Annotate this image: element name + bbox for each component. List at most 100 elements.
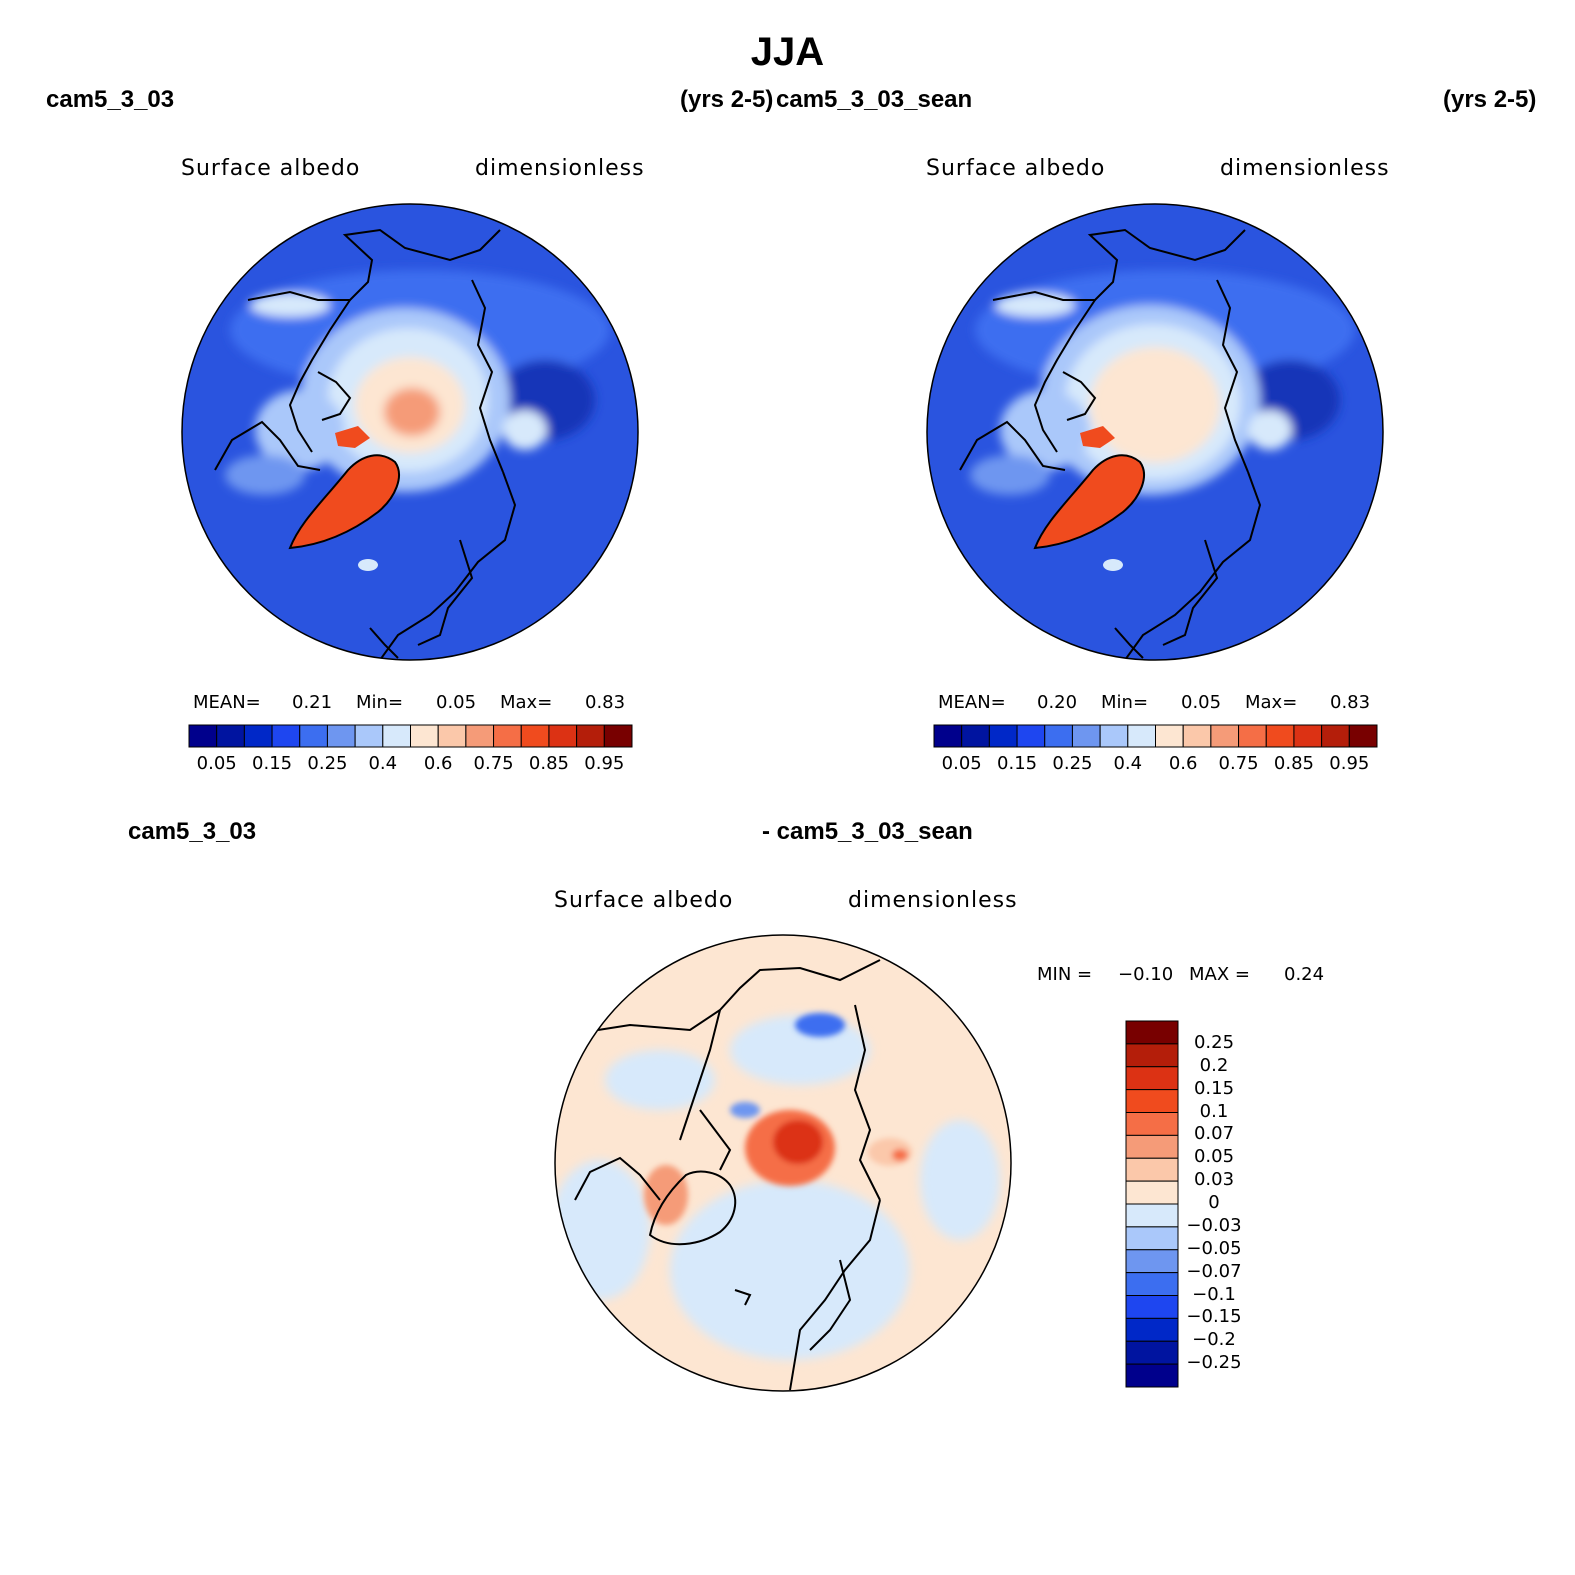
colorbar-swatch — [465, 724, 495, 748]
colorbar-swatch — [1210, 724, 1240, 748]
colorbar-swatch — [1125, 1020, 1179, 1045]
diff-case2-name: - cam5_3_03_sean — [762, 818, 973, 845]
panel3-units: dimensionless — [848, 888, 1018, 913]
colorbar-tick-label: 0.15 — [252, 753, 293, 774]
negative-region — [670, 1180, 910, 1360]
colorbar-tick-label: −0.1 — [1192, 1283, 1236, 1305]
panel1-variable: Surface albedo — [181, 156, 361, 181]
colorbar-tick-label: 0.75 — [1218, 753, 1259, 774]
colorbar-swatch — [1125, 1226, 1179, 1251]
colorbar-swatch — [1071, 724, 1101, 748]
colorbar-swatch — [271, 724, 301, 748]
colorbar-tick-label: 0.4 — [1113, 753, 1143, 774]
colorbar-case1 — [188, 724, 633, 748]
colorbar-tick-label: 0.6 — [1168, 753, 1198, 774]
colorbar-tick-label: 0.4 — [368, 753, 398, 774]
colorbar-tick-label: −0.05 — [1186, 1237, 1242, 1259]
colorbar-tick-label: 0.03 — [1193, 1169, 1235, 1191]
colorbar-swatch — [1127, 724, 1156, 748]
panel2-min-label: Min= — [1101, 692, 1149, 713]
colorbar-tick-label: −0.15 — [1186, 1306, 1242, 1328]
colorbar-tick-label: 0.75 — [473, 753, 514, 774]
panel1-min-value: 0.05 — [436, 692, 477, 713]
colorbar-swatch — [1125, 1295, 1179, 1319]
colorbar-swatch — [1155, 724, 1184, 748]
colorbar-swatch — [1125, 1134, 1179, 1159]
colorbar-tick-label: −0.07 — [1186, 1260, 1242, 1282]
colorbar-swatch — [933, 724, 963, 748]
colorbar-swatch — [1321, 724, 1350, 748]
colorbar-tick-label: 0.05 — [1193, 1146, 1235, 1168]
colorbar-swatch — [1125, 1112, 1179, 1136]
colorbar-swatch — [1125, 1157, 1179, 1182]
panel3-variable: Surface albedo — [554, 888, 734, 913]
colorbar-swatch — [1016, 724, 1046, 748]
diff-case1-name: cam5_3_03 — [128, 818, 257, 845]
colorbar-swatch — [216, 724, 245, 748]
panel3-max-label: MAX = — [1189, 964, 1250, 985]
case1-name: cam5_3_03 — [46, 86, 175, 113]
colorbar-swatch — [243, 724, 273, 748]
panel1-max-value: 0.83 — [585, 692, 626, 713]
map-border — [181, 203, 639, 661]
colorbar-tick-label: 0.95 — [584, 753, 625, 774]
colorbar-swatch — [1125, 1363, 1179, 1388]
colorbar-swatch — [1293, 724, 1323, 748]
colorbar-swatch — [1125, 1340, 1179, 1365]
colorbar-swatch — [382, 724, 411, 748]
colorbar-case2 — [933, 724, 1378, 748]
colorbar-swatch — [188, 724, 218, 748]
colorbar-swatch — [1125, 1249, 1179, 1274]
colorbar-tick-label: 0 — [1208, 1192, 1220, 1213]
colorbar-tick-label: 0.1 — [1199, 1100, 1229, 1122]
panel2-max-value: 0.83 — [1330, 692, 1371, 713]
colorbar-swatch — [354, 724, 384, 748]
colorbar-tick-label: 0.85 — [528, 753, 569, 774]
panel2-variable: Surface albedo — [926, 156, 1106, 181]
colorbar-swatch — [1044, 724, 1073, 748]
colorbar-swatch — [410, 724, 439, 748]
colorbar-swatch — [1182, 724, 1212, 748]
map-panel-difference — [554, 934, 1012, 1392]
colorbar-swatch — [603, 724, 633, 748]
colorbar-swatch — [1125, 1317, 1179, 1342]
colorbar-tick-label: 0.05 — [196, 753, 237, 774]
panel1-units: dimensionless — [475, 156, 645, 181]
coastlines — [214, 228, 517, 660]
colorbar-swatch — [299, 724, 328, 748]
colorbar-swatch — [1125, 1272, 1179, 1296]
panel2-mean-label: MEAN= — [938, 692, 1006, 713]
colorbar-tick-label: 0.25 — [307, 753, 348, 774]
colorbar-tick-label: 0.25 — [1193, 1031, 1235, 1053]
figure-title: JJA — [750, 30, 825, 74]
colorbar-tick-label: 0.15 — [1193, 1077, 1235, 1099]
colorbar-swatch — [437, 724, 467, 748]
colorbar-swatch — [576, 724, 605, 748]
panel2-units: dimensionless — [1220, 156, 1390, 181]
colorbar-swatch — [1238, 724, 1267, 748]
colorbar-swatch — [520, 724, 550, 748]
case2-years: (yrs 2-5) — [1443, 86, 1537, 113]
colorbar-tick-label: −0.03 — [1186, 1214, 1242, 1236]
colorbar-tick-label: 0.95 — [1329, 753, 1370, 774]
colorbar-swatch — [1125, 1089, 1179, 1113]
panel2-mean-value: 0.20 — [1037, 692, 1078, 713]
panel3-max-value: 0.24 — [1284, 964, 1325, 985]
colorbar-swatch — [1265, 724, 1295, 748]
colorbar-swatch — [1348, 724, 1378, 748]
panel3-min-value: −0.10 — [1118, 964, 1174, 985]
colorbar-swatch — [988, 724, 1018, 748]
colorbar-tick-label: 0.6 — [423, 753, 453, 774]
greenland-ice — [290, 455, 399, 548]
colorbar-difference — [1125, 1020, 1179, 1388]
colorbar-tick-label: 0.15 — [997, 753, 1038, 774]
panel3-min-label: MIN = — [1037, 964, 1093, 985]
coastlines — [574, 959, 881, 1391]
colorbar-swatch — [493, 724, 522, 748]
colorbar-swatch — [961, 724, 990, 748]
colorbar-swatch — [1125, 1203, 1179, 1228]
panel2-max-label: Max= — [1245, 692, 1298, 713]
map-panel-case2 — [926, 203, 1384, 661]
case1-years: (yrs 2-5) — [680, 86, 774, 113]
